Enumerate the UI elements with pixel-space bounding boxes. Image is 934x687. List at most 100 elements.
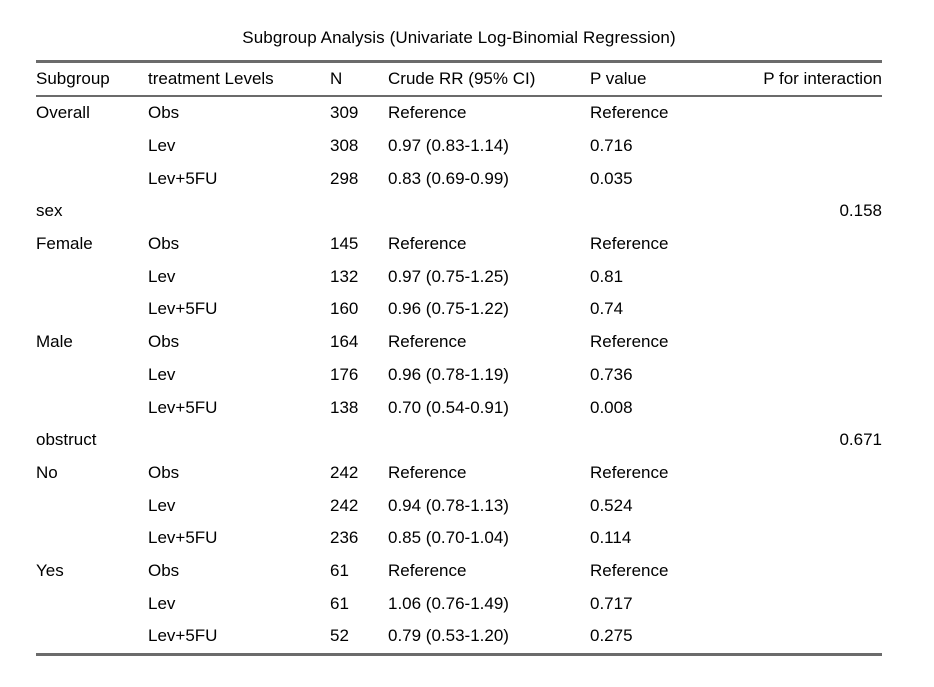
table-row: Lev+5FU 138 0.70 (0.54-0.91) 0.008 — [36, 391, 882, 424]
cell-p_interaction — [733, 457, 882, 490]
cell-n: 61 — [330, 593, 349, 613]
cell-treatment: Lev — [148, 364, 176, 384]
cell-n: 309 — [330, 103, 359, 123]
cell-p_interaction — [733, 96, 882, 130]
cell-treatment: Lev — [148, 593, 176, 613]
cell-crude_rr: 0.96 (0.78-1.19) — [388, 364, 509, 384]
cell-n: 61 — [330, 560, 349, 580]
cell-p_interaction: 0.671 — [839, 430, 882, 450]
cell-p_value — [590, 424, 733, 457]
cell-p_interaction — [733, 359, 882, 392]
table-row: Yes Obs 61 Reference Reference — [36, 555, 882, 588]
table-row: Lev+5FU 52 0.79 (0.53-1.20) 0.275 — [36, 620, 882, 654]
cell-crude_rr: 0.79 (0.53-1.20) — [388, 626, 509, 646]
cell-n — [330, 424, 388, 457]
cell-crude_rr: 0.97 (0.83-1.14) — [388, 136, 509, 156]
cell-crude_rr — [388, 195, 590, 228]
cell-p_value — [590, 195, 733, 228]
cell-subgroup — [36, 260, 148, 293]
cell-treatment: Lev+5FU — [148, 397, 218, 417]
cell-p_interaction — [733, 130, 882, 163]
cell-p_interaction — [733, 620, 882, 654]
table-row: No Obs 242 Reference Reference — [36, 457, 882, 490]
cell-subgroup: Male — [36, 332, 73, 352]
cell-crude_rr: 0.85 (0.70-1.04) — [388, 528, 509, 548]
cell-subgroup — [36, 620, 148, 654]
table-body: Overall Obs 309 Reference Reference Lev 308 0.9… — [36, 96, 882, 654]
table-row: Overall Obs 309 Reference Reference — [36, 96, 882, 130]
cell-treatment: Obs — [148, 103, 180, 123]
cell-subgroup — [36, 587, 148, 620]
cell-crude_rr — [388, 424, 590, 457]
cell-treatment: Lev+5FU — [148, 299, 218, 319]
cell-p_interaction — [733, 522, 882, 555]
cell-p_interaction — [733, 555, 882, 588]
cell-treatment: Lev+5FU — [148, 528, 218, 548]
cell-crude_rr: Reference — [388, 103, 467, 123]
cell-p_value: 0.524 — [590, 495, 633, 515]
cell-treatment — [148, 195, 330, 228]
cell-p_interaction — [733, 587, 882, 620]
cell-subgroup — [36, 359, 148, 392]
cell-subgroup — [36, 489, 148, 522]
cell-p_interaction — [733, 293, 882, 326]
cell-subgroup: sex — [36, 201, 63, 221]
cell-p_interaction — [733, 489, 882, 522]
cell-subgroup — [36, 130, 148, 163]
cell-p_value: Reference — [590, 103, 669, 123]
cell-subgroup: No — [36, 462, 58, 482]
cell-n: 242 — [330, 462, 359, 482]
cell-p_interaction — [733, 326, 882, 359]
cell-crude_rr: Reference — [388, 332, 467, 352]
cell-treatment: Lev — [148, 136, 176, 156]
table-row: Lev 132 0.97 (0.75-1.25) 0.81 — [36, 260, 882, 293]
cell-subgroup: Overall — [36, 103, 90, 123]
cell-treatment — [148, 424, 330, 457]
cell-crude_rr: 0.96 (0.75-1.22) — [388, 299, 509, 319]
cell-p_value: 0.81 — [590, 266, 624, 286]
cell-n: 132 — [330, 266, 359, 286]
cell-n: 298 — [330, 168, 359, 188]
cell-subgroup — [36, 391, 148, 424]
cell-n — [330, 195, 388, 228]
cell-subgroup: Female — [36, 234, 93, 254]
cell-crude_rr: Reference — [388, 234, 467, 254]
cell-p_value: 0.275 — [590, 626, 633, 646]
cell-p_value: Reference — [590, 332, 669, 352]
cell-crude_rr: Reference — [388, 560, 467, 580]
cell-treatment: Obs — [148, 462, 180, 482]
cell-n: 176 — [330, 364, 359, 384]
cell-n: 236 — [330, 528, 359, 548]
col-header-crude-rr: Crude RR (95% CI) — [388, 61, 590, 97]
cell-p_value: Reference — [590, 560, 669, 580]
cell-p_interaction — [733, 391, 882, 424]
cell-n: 138 — [330, 397, 359, 417]
table-row: Lev 242 0.94 (0.78-1.13) 0.524 — [36, 489, 882, 522]
cell-p_interaction — [733, 260, 882, 293]
table-row: Lev 308 0.97 (0.83-1.14) 0.716 — [36, 130, 882, 163]
cell-p_value: 0.035 — [590, 168, 633, 188]
cell-crude_rr: 0.70 (0.54-0.91) — [388, 397, 509, 417]
cell-p_value: 0.717 — [590, 593, 633, 613]
cell-subgroup: obstruct — [36, 430, 97, 450]
cell-n: 145 — [330, 234, 359, 254]
subgroup-analysis-table: Subgroup treatment Levels N Crude RR (95… — [36, 60, 882, 656]
cell-crude_rr: Reference — [388, 462, 467, 482]
table-title: Subgroup Analysis (Univariate Log-Binomi… — [242, 28, 676, 47]
cell-crude_rr: 0.83 (0.69-0.99) — [388, 168, 509, 188]
cell-subgroup: Yes — [36, 560, 64, 580]
table-row: sex 0.158 — [36, 195, 882, 228]
cell-p_value: Reference — [590, 234, 669, 254]
table-header: Subgroup treatment Levels N Crude RR (95… — [36, 61, 882, 97]
col-header-p-value: P value — [590, 61, 733, 97]
cell-p_value: 0.74 — [590, 299, 624, 319]
header-row: Subgroup treatment Levels N Crude RR (95… — [36, 61, 882, 97]
table-row: obstruct 0.671 — [36, 424, 882, 457]
cell-n: 164 — [330, 332, 359, 352]
table-row: Lev+5FU 298 0.83 (0.69-0.99) 0.035 — [36, 162, 882, 195]
table-row: Lev 176 0.96 (0.78-1.19) 0.736 — [36, 359, 882, 392]
table-row: Male Obs 164 Reference Reference — [36, 326, 882, 359]
cell-treatment: Lev+5FU — [148, 168, 218, 188]
cell-subgroup — [36, 522, 148, 555]
